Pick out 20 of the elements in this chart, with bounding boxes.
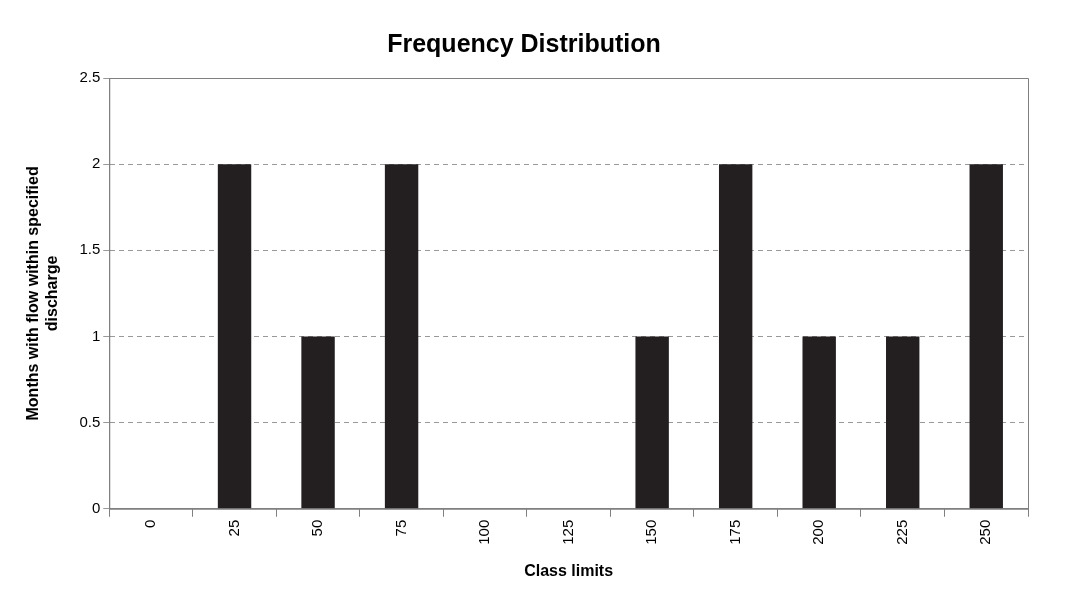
y-axis-title: Months with flow within specified discharge xyxy=(24,166,61,421)
x-tick-label: 0 xyxy=(141,519,159,529)
y-tick-label: 1 xyxy=(91,326,101,344)
y-tick-label: 2.5 xyxy=(79,68,101,86)
x-tick-label: 150 xyxy=(642,519,660,545)
y-tick-label: 0 xyxy=(91,498,101,516)
x-tick-label: 125 xyxy=(558,519,576,545)
x-axis-title: Class limits xyxy=(524,561,614,579)
y-tick-label: 1.5 xyxy=(79,240,101,258)
x-tick-label: 25 xyxy=(224,519,242,537)
x-tick-label: 225 xyxy=(892,519,910,545)
y-tick-label: 2 xyxy=(91,154,101,172)
x-tick-label: 75 xyxy=(391,519,409,537)
chart-title: Frequency Distribution xyxy=(387,28,661,57)
x-tick-label: 200 xyxy=(809,519,827,545)
x-tick-label: 175 xyxy=(725,519,743,545)
x-tick-label: 250 xyxy=(976,519,994,545)
x-tick-label: 100 xyxy=(475,519,493,545)
y-tick-label: 0.5 xyxy=(79,412,101,430)
x-tick-label: 50 xyxy=(308,519,326,537)
